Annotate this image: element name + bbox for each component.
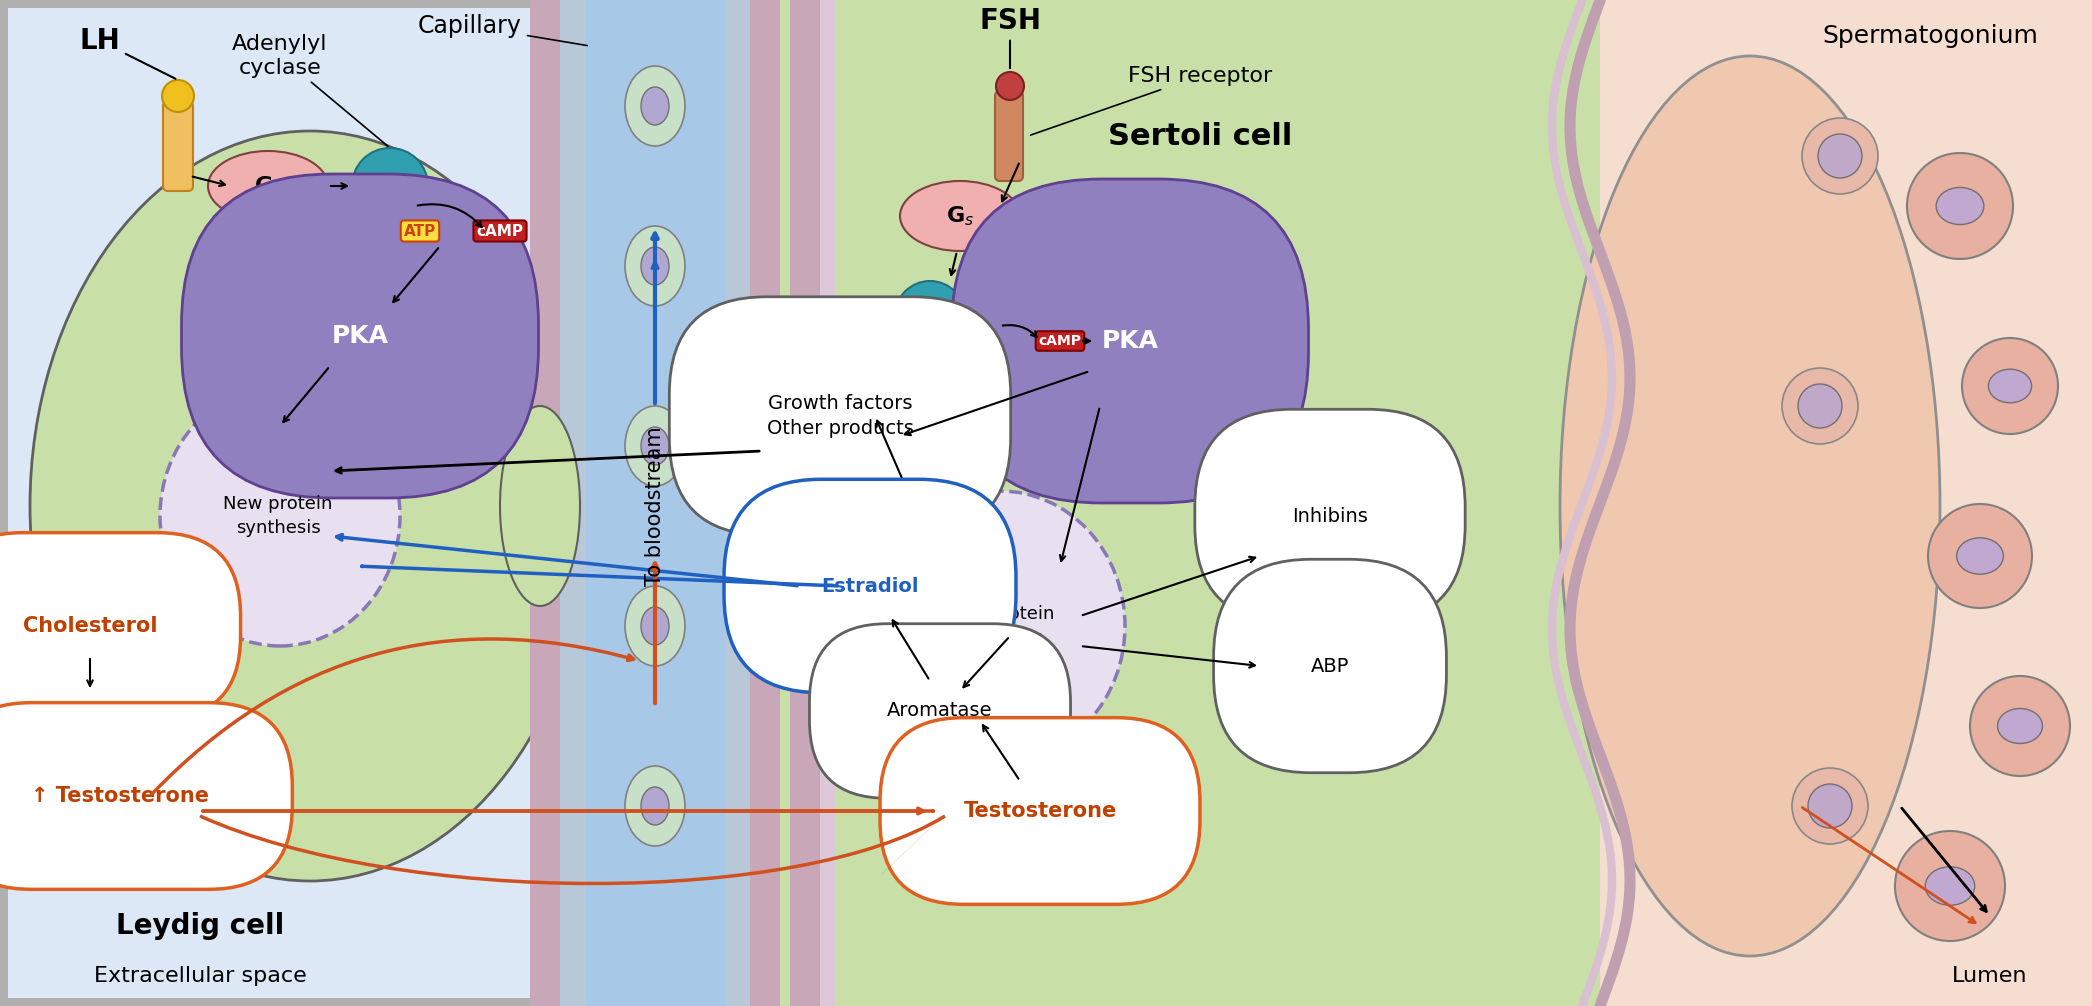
Text: To bloodstream: To bloodstream [644, 427, 665, 585]
Ellipse shape [1987, 369, 2031, 402]
Text: Sertoli cell: Sertoli cell [1109, 122, 1293, 151]
Ellipse shape [626, 226, 684, 306]
Ellipse shape [626, 586, 684, 666]
Bar [1600, 0, 2092, 1006]
Ellipse shape [1925, 867, 1975, 905]
Ellipse shape [1937, 187, 1983, 224]
Ellipse shape [159, 386, 400, 646]
Ellipse shape [640, 607, 669, 645]
Text: Capillary: Capillary [418, 14, 588, 45]
Ellipse shape [626, 766, 684, 846]
FancyArrowPatch shape [362, 566, 837, 585]
Ellipse shape [626, 406, 684, 486]
Bar [0, 0, 8, 1006]
Bar [561, 0, 751, 1006]
FancyBboxPatch shape [163, 101, 192, 191]
Ellipse shape [626, 66, 684, 146]
Text: Extracellular space: Extracellular space [94, 966, 305, 986]
Bar [2084, 0, 2092, 1006]
Text: Estradiol: Estradiol [822, 576, 918, 596]
Bar [0, 998, 2092, 1006]
Circle shape [1895, 831, 2004, 941]
Ellipse shape [640, 247, 669, 285]
Ellipse shape [640, 87, 669, 125]
Text: LH: LH [79, 27, 176, 78]
Text: ↑ Testosterone: ↑ Testosterone [31, 786, 209, 806]
Text: Testosterone: Testosterone [964, 801, 1117, 821]
Text: AC: AC [374, 176, 406, 196]
Ellipse shape [207, 151, 328, 221]
Circle shape [1782, 368, 1858, 444]
Text: FSH receptor: FSH receptor [1031, 66, 1272, 135]
Ellipse shape [640, 427, 669, 465]
Circle shape [1818, 134, 1862, 178]
FancyBboxPatch shape [996, 91, 1023, 181]
Circle shape [351, 148, 429, 224]
Circle shape [1793, 768, 1868, 844]
Ellipse shape [874, 491, 1125, 761]
Text: Enzymes: Enzymes [130, 704, 218, 723]
Ellipse shape [500, 406, 579, 606]
Circle shape [1971, 676, 2069, 776]
Text: ATP: ATP [960, 334, 990, 348]
Text: New protein
synthesis: New protein synthesis [946, 606, 1054, 647]
Text: ATP: ATP [404, 223, 435, 238]
Ellipse shape [1561, 56, 1939, 956]
Text: PKA: PKA [331, 324, 389, 348]
Circle shape [161, 80, 195, 112]
FancyBboxPatch shape [0, 826, 2092, 1006]
Text: Inhibins: Inhibins [1293, 506, 1368, 525]
Ellipse shape [640, 787, 669, 825]
Circle shape [1797, 384, 1841, 428]
Text: Adenylyl
cyclase: Adenylyl cyclase [232, 34, 387, 146]
Bar [586, 0, 726, 1006]
Ellipse shape [1998, 708, 2042, 743]
Text: cAMP: cAMP [477, 223, 523, 238]
Text: New protein
synthesis: New protein synthesis [224, 495, 333, 537]
Circle shape [1807, 784, 1851, 828]
Ellipse shape [29, 131, 590, 881]
Circle shape [1801, 118, 1879, 194]
Ellipse shape [900, 181, 1021, 252]
Text: Leydig cell: Leydig cell [115, 912, 285, 940]
Text: PKA: PKA [1102, 329, 1159, 353]
Ellipse shape [1956, 538, 2004, 574]
Bar [529, 0, 780, 1006]
Text: Spermatogonium: Spermatogonium [1822, 24, 2038, 48]
Circle shape [1929, 504, 2031, 608]
Circle shape [1908, 153, 2013, 259]
FancyBboxPatch shape [780, 0, 1600, 1006]
Text: AC: AC [916, 307, 946, 326]
Text: Aromatase: Aromatase [887, 701, 994, 720]
Text: ABP: ABP [1312, 657, 1349, 675]
Text: G$_s$: G$_s$ [253, 174, 282, 198]
Circle shape [1962, 338, 2059, 434]
Text: Cholesterol: Cholesterol [23, 616, 157, 636]
Text: Lumen: Lumen [1952, 966, 2027, 986]
Circle shape [895, 281, 964, 351]
Text: FSH: FSH [979, 7, 1042, 68]
Text: cAMP: cAMP [1038, 334, 1082, 348]
Bar [791, 0, 820, 1006]
Text: Growth factors
Other products: Growth factors Other products [766, 394, 914, 438]
Text: G$_s$: G$_s$ [946, 204, 975, 227]
Circle shape [996, 72, 1023, 100]
Bar [0, 0, 2092, 8]
Bar [820, 0, 835, 1006]
